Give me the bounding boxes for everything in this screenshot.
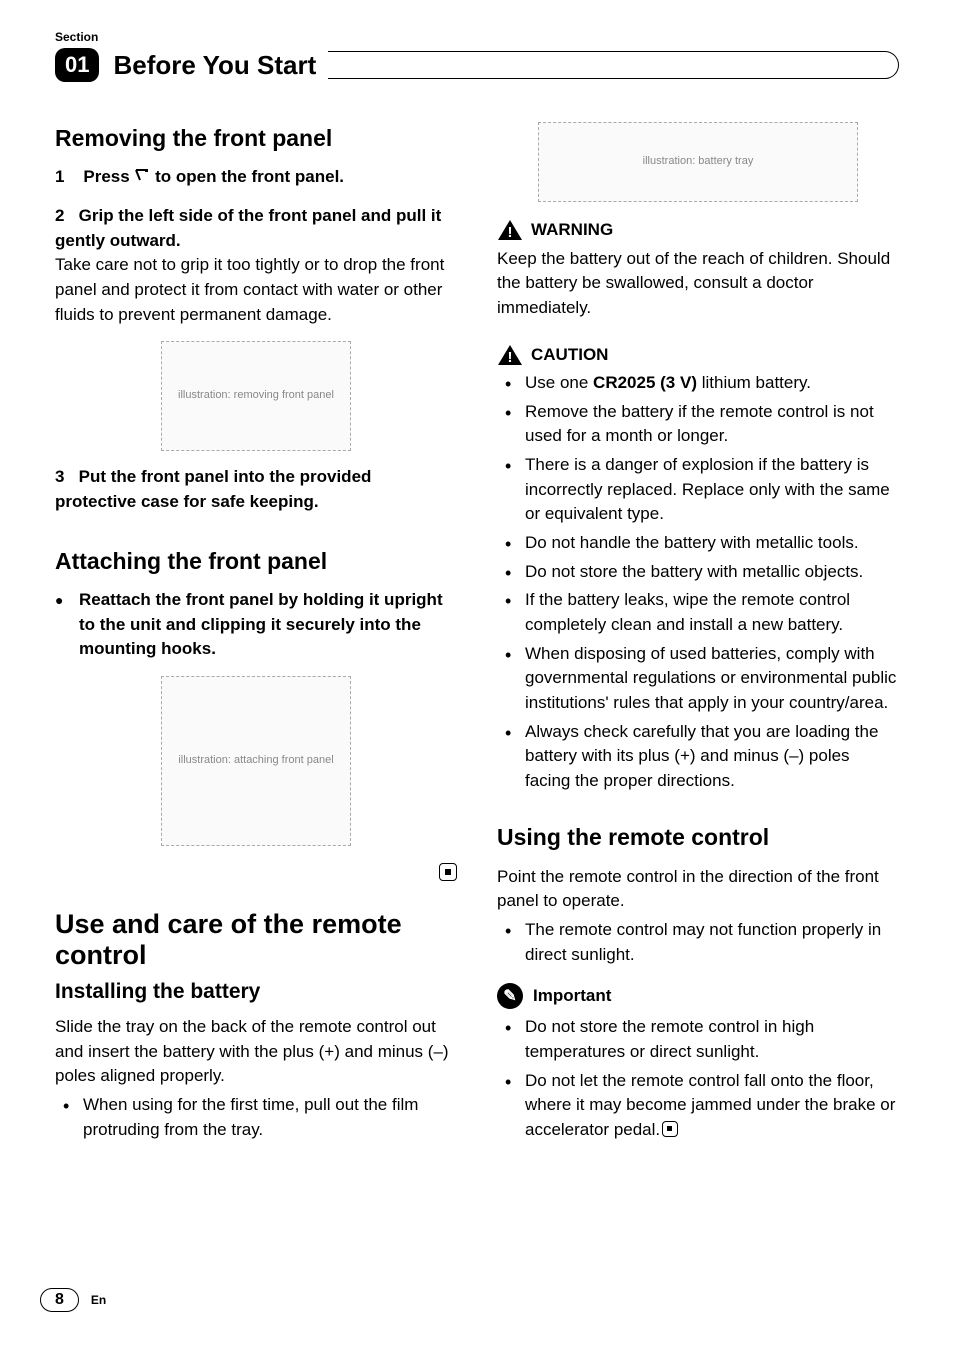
step1-num: 1: [55, 167, 64, 186]
step2: 2 Grip the left side of the front panel …: [55, 204, 457, 253]
important-item: Do not store the remote control in high …: [497, 1015, 899, 1064]
chapter-header: 01 Before You Start: [55, 48, 899, 82]
caution-label: CAUTION: [531, 343, 608, 368]
warning-label: WARNING: [531, 218, 613, 243]
end-square-icon: [439, 863, 457, 881]
caution-item-text: Do not handle the battery with metallic …: [525, 533, 859, 552]
important-circle-icon: ✎: [497, 983, 523, 1009]
caution-item: There is a danger of explosion if the ba…: [497, 453, 899, 527]
step3-num: 3: [55, 467, 64, 486]
caution-item-text: Always check carefully that you are load…: [525, 722, 878, 790]
language-label: En: [91, 1293, 106, 1307]
step1-text-a: Press: [83, 167, 134, 186]
important-label: Important: [533, 984, 611, 1009]
step2-body: Take care not to grip it too tightly or …: [55, 253, 457, 327]
using-bullets: The remote control may not function prop…: [497, 918, 899, 967]
caution-item-text: When disposing of used batteries, comply…: [525, 644, 896, 712]
warning-header: ! WARNING: [497, 218, 899, 243]
install-body: Slide the tray on the back of the remote…: [55, 1015, 457, 1089]
important-header: ✎ Important: [497, 983, 899, 1009]
right-column: illustration: battery tray ! WARNING Kee…: [497, 122, 899, 1147]
important-item: Do not let the remote control fall onto …: [497, 1069, 899, 1143]
open-panel-icon: [134, 166, 150, 191]
page-footer: 8 En: [40, 1288, 106, 1312]
chapter-title: Before You Start: [113, 50, 316, 81]
page-number: 8: [40, 1288, 79, 1312]
chapter-number: 01: [55, 48, 99, 82]
warning-triangle-icon: !: [497, 219, 523, 241]
heading-attaching: Attaching the front panel: [55, 545, 457, 578]
caution-item: Do not handle the battery with metallic …: [497, 531, 899, 556]
caution-item-text: There is a danger of explosion if the ba…: [525, 455, 890, 523]
left-column: Removing the front panel 1 Press to open…: [55, 122, 457, 1147]
heading-using-remote: Using the remote control: [497, 821, 899, 854]
using-body: Point the remote control in the directio…: [497, 865, 899, 914]
using-bullet-1: The remote control may not function prop…: [497, 918, 899, 967]
svg-text:!: !: [508, 224, 513, 241]
figure-remove-panel: illustration: removing front panel: [161, 341, 351, 451]
caution-item: When disposing of used batteries, comply…: [497, 642, 899, 716]
step2-num: 2: [55, 206, 64, 225]
step3-text: Put the front panel into the provided pr…: [55, 467, 371, 511]
attach-step: Reattach the front panel by holding it u…: [55, 588, 457, 662]
heading-removing: Removing the front panel: [55, 122, 457, 155]
heading-use-care: Use and care of the remote control: [55, 909, 457, 971]
caution-item-bold: CR2025 (3 V): [593, 373, 697, 392]
caution-item-text: Do not store the battery with metallic o…: [525, 562, 863, 581]
important-list: Do not store the remote control in high …: [497, 1015, 899, 1142]
caution-triangle-icon: !: [497, 344, 523, 366]
caution-item-text: lithium battery.: [697, 373, 811, 392]
section-end-1: [55, 860, 457, 885]
step1-text-b: to open the front panel.: [150, 167, 344, 186]
install-bullet-1: When using for the first time, pull out …: [55, 1093, 457, 1142]
svg-text:!: !: [508, 349, 513, 366]
warning-body: Keep the battery out of the reach of chi…: [497, 247, 899, 321]
caution-item: Do not store the battery with metallic o…: [497, 560, 899, 585]
chapter-rule: [328, 51, 899, 79]
install-bullets: When using for the first time, pull out …: [55, 1093, 457, 1142]
step2-text: Grip the left side of the front panel an…: [55, 206, 441, 250]
caution-item: If the battery leaks, wipe the remote co…: [497, 588, 899, 637]
heading-install-battery: Installing the battery: [55, 977, 457, 1007]
section-label: Section: [55, 30, 899, 44]
step1: 1 Press to open the front panel.: [55, 165, 457, 190]
caution-list: Use one CR2025 (3 V) lithium battery. Rem…: [497, 371, 899, 793]
caution-item-text: Use one: [525, 373, 593, 392]
caution-item: Remove the battery if the remote control…: [497, 400, 899, 449]
caution-item: Always check carefully that you are load…: [497, 720, 899, 794]
figure-attach-panel: illustration: attaching front panel: [161, 676, 351, 846]
caution-item: Use one CR2025 (3 V) lithium battery.: [497, 371, 899, 396]
caution-item-text: If the battery leaks, wipe the remote co…: [525, 590, 850, 634]
content-columns: Removing the front panel 1 Press to open…: [55, 122, 899, 1147]
caution-item-text: Remove the battery if the remote control…: [525, 402, 874, 446]
step3: 3 Put the front panel into the provided …: [55, 465, 457, 514]
caution-header: ! CAUTION: [497, 343, 899, 368]
figure-battery-tray: illustration: battery tray: [538, 122, 858, 202]
end-square-icon: [662, 1121, 678, 1137]
